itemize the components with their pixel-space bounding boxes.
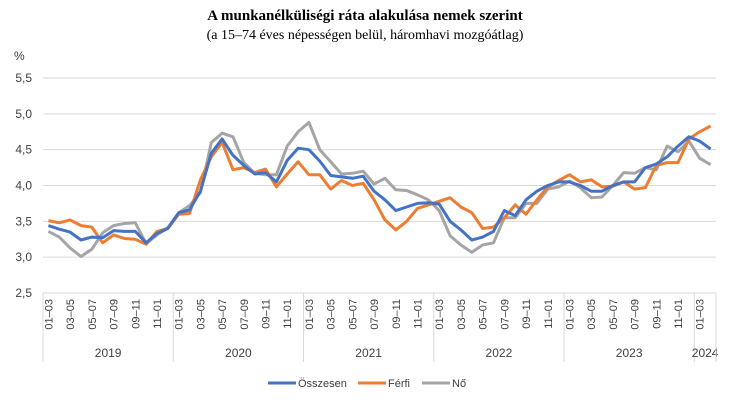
x-tick-label: 07–09 — [499, 299, 511, 330]
x-tick-label: 11–01 — [282, 299, 294, 329]
x-tick-label: 01–03 — [434, 299, 446, 330]
year-label: 2021 — [355, 346, 382, 360]
x-tick-label: 09–11 — [391, 299, 403, 329]
x-tick-label: 01–03 — [174, 299, 186, 330]
x-tick-label: 01–03 — [43, 299, 55, 330]
x-tick-label: 01–03 — [304, 299, 316, 330]
y-tick-label: 4,5 — [15, 143, 32, 157]
x-tick-label: 03–05 — [326, 299, 338, 330]
legend-label: Férfi — [388, 378, 410, 390]
x-tick-label: 11–01 — [673, 299, 685, 329]
chart-title: A munkanélküliségi ráta alakulása nemek … — [207, 8, 523, 24]
y-tick-label: 3,0 — [15, 250, 32, 264]
y-axis-label: % — [14, 49, 25, 63]
y-tick-label: 5,5 — [15, 71, 32, 85]
year-label: 2022 — [486, 346, 513, 360]
y-tick-label: 2,5 — [15, 286, 32, 300]
x-tick-label: 03–05 — [195, 299, 207, 330]
y-tick-label: 4,0 — [15, 179, 32, 193]
x-tick-label: 07–09 — [239, 299, 251, 330]
x-tick-label: 01–03 — [695, 299, 707, 330]
x-tick-label: 11–01 — [412, 299, 424, 329]
x-tick-label: 09–11 — [261, 299, 273, 329]
x-tick-label: 11–01 — [152, 299, 164, 329]
year-label: 2019 — [95, 346, 122, 360]
legend-label: Összesen — [298, 378, 347, 390]
x-tick-label: 09–11 — [521, 299, 533, 329]
x-tick-label: 07–09 — [630, 299, 642, 330]
chart-subtitle: (a 15–74 éves népességen belül, háromhav… — [206, 28, 524, 43]
x-tick-label: 03–05 — [456, 299, 468, 330]
x-tick-label: 09–11 — [651, 299, 663, 329]
y-tick-label: 3,5 — [15, 214, 32, 228]
year-label: 2020 — [225, 346, 252, 360]
series-line-nő — [47, 120, 712, 258]
x-tick-label: 07–09 — [369, 299, 381, 330]
x-tick-label: 07–09 — [109, 299, 121, 330]
x-tick-label: 01–03 — [564, 299, 576, 330]
year-label: 2023 — [616, 346, 643, 360]
year-label: 2024 — [692, 346, 719, 360]
legend-label: Nő — [452, 378, 466, 390]
x-tick-label: 05–07 — [217, 299, 229, 330]
x-tick-label: 05–07 — [478, 299, 490, 330]
x-tick-label: 05–07 — [608, 299, 620, 330]
x-tick-label: 09–11 — [130, 299, 142, 329]
x-tick-label: 05–07 — [87, 299, 99, 330]
y-tick-label: 5,0 — [15, 107, 32, 121]
x-tick-label: 11–01 — [543, 299, 555, 329]
x-tick-label: 03–05 — [65, 299, 77, 330]
x-tick-label: 03–05 — [586, 299, 598, 330]
x-tick-label: 05–07 — [347, 299, 359, 330]
series-line-férfi — [48, 124, 712, 246]
series-line-összesen — [47, 135, 712, 245]
